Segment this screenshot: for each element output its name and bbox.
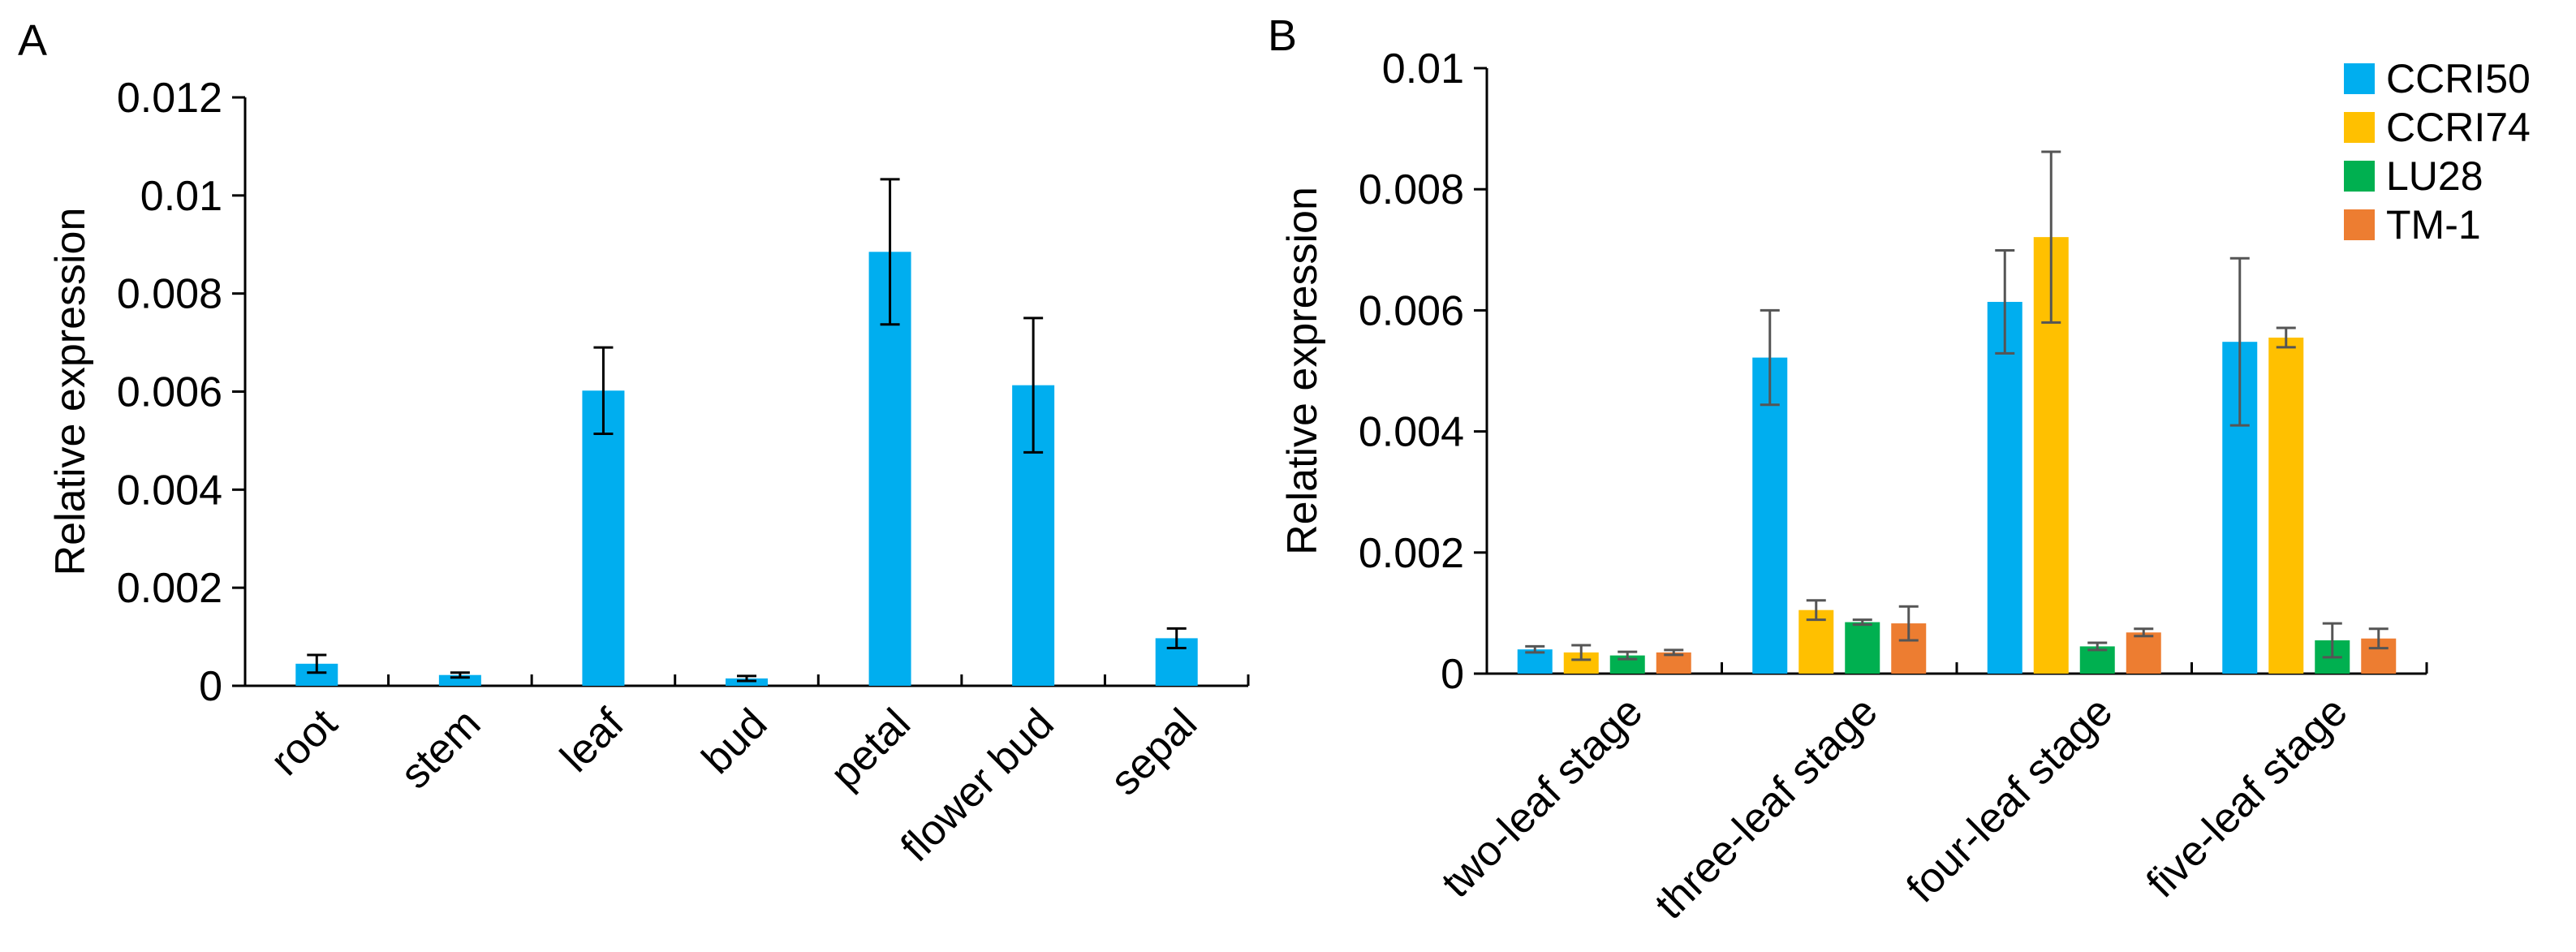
chart-a-y-tick-label: 0.01 — [140, 173, 222, 220]
chart-a-category-label: stem — [392, 700, 490, 798]
legend-swatch-ccri74 — [2344, 112, 2375, 143]
chart-b-category-label: five-leaf stage — [2138, 687, 2357, 907]
chart-b-bar-ccri74-3 — [2268, 337, 2304, 674]
chart-a-y-tick-label: 0.006 — [117, 369, 222, 416]
chart-a-category-label: sepal — [1101, 700, 1206, 804]
chart-b-y-tick-label: 0.01 — [1382, 45, 1464, 93]
legend-label-ccri50: CCRI50 — [2386, 56, 2531, 101]
chart-b-y-tick-label: 0 — [1441, 651, 1464, 698]
chart-b-y-tick-label: 0.008 — [1359, 166, 1464, 213]
chart-a-y-axis-title: Relative expression — [47, 208, 94, 576]
chart-a: 0 0.002 0.004 0.006 0.008 0.01 0.012 Relative e… — [47, 75, 1250, 871]
chart-b-category-label: four-leaf stage — [1898, 687, 2122, 911]
legend-label-tm-1: TM-1 — [2386, 202, 2481, 248]
chart-a-category-label: bud — [693, 700, 776, 782]
chart-a-bar-expression-2 — [582, 390, 625, 686]
chart-b-y-axis-title: Relative expression — [1279, 187, 1326, 555]
chart-a-y-tick-label: 0.008 — [117, 271, 222, 318]
panel-label-b: B — [1268, 11, 1297, 60]
chart-a-bar-expression-3 — [726, 678, 768, 686]
panel-label-a: A — [18, 16, 47, 65]
chart-a-bar-expression-1 — [438, 674, 481, 686]
chart-b-y-tick-label: 0.002 — [1359, 530, 1464, 577]
chart-a-y-tick-label: 0.002 — [117, 565, 222, 612]
chart-b-category-label: three-leaf stage — [1646, 687, 1887, 928]
chart-b-y-tick-label: 0.006 — [1359, 287, 1464, 334]
legend-swatch-tm-1 — [2344, 209, 2375, 240]
chart-a-category-label: petal — [821, 700, 920, 798]
chart-a-category-label: root — [261, 700, 347, 785]
legend-swatch-ccri50 — [2344, 63, 2375, 94]
chart-b-y-tick-label: 0.004 — [1359, 409, 1464, 456]
chart-b-bar-tm-1-2 — [2126, 632, 2161, 674]
legend-label-ccri74: CCRI74 — [2386, 105, 2531, 150]
chart-a-y-tick-label: 0.012 — [117, 75, 222, 122]
chart-b-category-label: two-leaf stage — [1432, 687, 1652, 907]
chart-a-category-label: leaf — [552, 700, 634, 782]
chart-a-y-tick-label: 0.004 — [117, 467, 222, 514]
chart-a-category-label: flower bud — [892, 700, 1063, 871]
legend-swatch-lu28 — [2344, 161, 2375, 192]
legend-label-lu28: LU28 — [2386, 153, 2483, 199]
chart-b-bar-ccri50-2 — [1987, 301, 2022, 674]
chart-b-bar-ccri50-1 — [1752, 357, 1788, 674]
chart-b-bar-lu28-1 — [1845, 622, 1880, 674]
chart-a-y-tick-label: 0 — [199, 663, 222, 710]
chart-b: 0 0.002 0.004 0.006 0.008 0.01 Relative expres… — [1279, 45, 2531, 928]
